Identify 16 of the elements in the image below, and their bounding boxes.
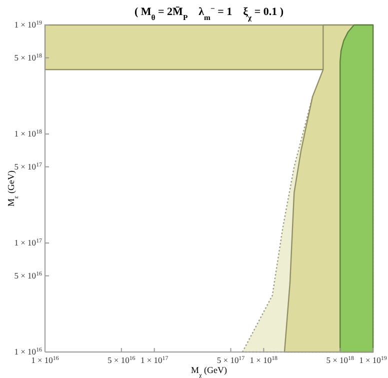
x-tick-label: 5 × 10$^{17}$ <box>216 355 245 365</box>
y-tick-label: 1 × 10$^{16}$ <box>14 346 42 357</box>
y-tick-label: 1 × 10$^{19}$ <box>14 20 42 30</box>
y-tick-label: 5 × 10$^{16}$ <box>14 270 42 281</box>
y-tick-label: 1 × 10$^{17}$ <box>14 238 42 248</box>
chart-title: ( M$_{θ}$ = 2M̄$_{P}$ λ$_{m}$$^{−}$ = 1 ξ$_{χ}$ = 0.1 ) <box>134 4 284 22</box>
x-axis-title: M$_{χ}$ (GeV) <box>190 365 228 378</box>
x-tick-label: 1 × 10$^{17}$ <box>140 355 168 365</box>
x-tick-label: 5 × 10$^{16}$ <box>108 355 136 365</box>
y-tick-label: 5 × 10$^{17}$ <box>14 162 42 172</box>
x-tick-label: 1 × 10$^{16}$ <box>31 355 59 365</box>
x-tick-label: 1 × 10$^{19}$ <box>359 355 387 365</box>
x-tick-label: 5 × 10$^{18}$ <box>326 355 354 365</box>
y-tick-label: 1 × 10$^{18}$ <box>14 128 42 139</box>
y-tick-label: 5 × 10$^{18}$ <box>14 52 42 63</box>
x-tick-label: 1 × 10$^{18}$ <box>250 355 278 365</box>
